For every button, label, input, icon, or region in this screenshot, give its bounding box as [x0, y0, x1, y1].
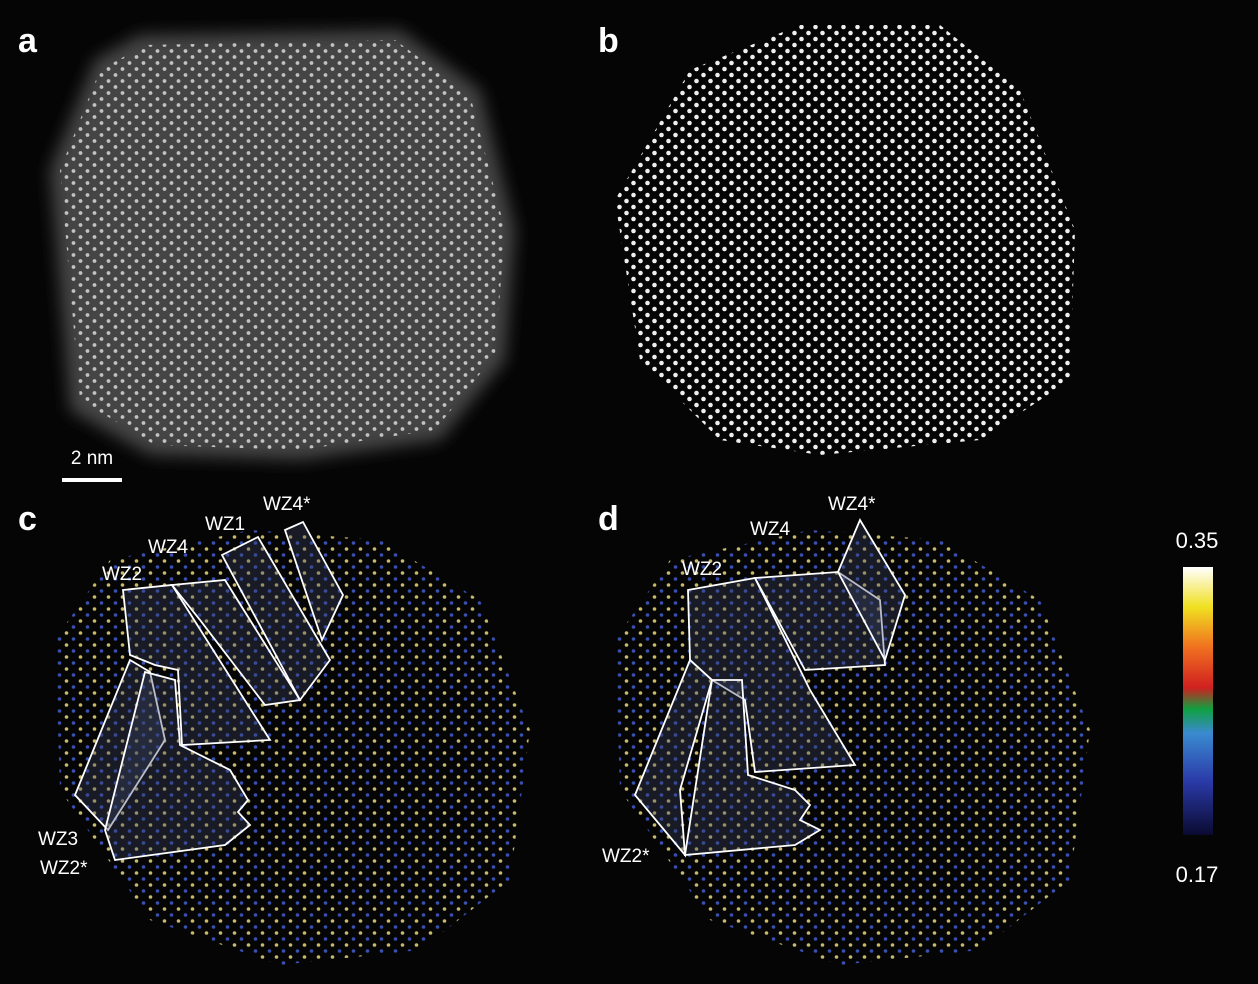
annotation: WZ4 — [750, 519, 791, 540]
panel-label: a — [18, 22, 38, 60]
colorbar-max: 0.35 — [1176, 528, 1219, 553]
annotation: WZ2 — [102, 564, 142, 585]
panel-label: b — [598, 22, 619, 60]
figure: 0.35 0.17 a b c d 2 nm WZ4* WZ1 WZ4 WZ2 … — [0, 0, 1258, 984]
annotation: WZ3 — [38, 829, 78, 850]
panel-b-image — [615, 25, 1075, 455]
annotation: WZ4* — [828, 494, 876, 515]
scale-bar-label: 2 nm — [71, 448, 113, 469]
colorbar-min: 0.17 — [1176, 862, 1219, 887]
panel-label: c — [18, 500, 37, 538]
annotation: WZ1 — [205, 514, 245, 535]
annotation: WZ2* — [40, 858, 88, 879]
annotation: WZ2 — [682, 559, 722, 580]
annotation: WZ4* — [263, 494, 311, 515]
colorbar — [1183, 567, 1213, 835]
panel-label: d — [598, 500, 619, 538]
panel-a-image — [50, 30, 515, 460]
annotation: WZ4 — [148, 537, 189, 558]
annotation: WZ2* — [602, 846, 650, 867]
